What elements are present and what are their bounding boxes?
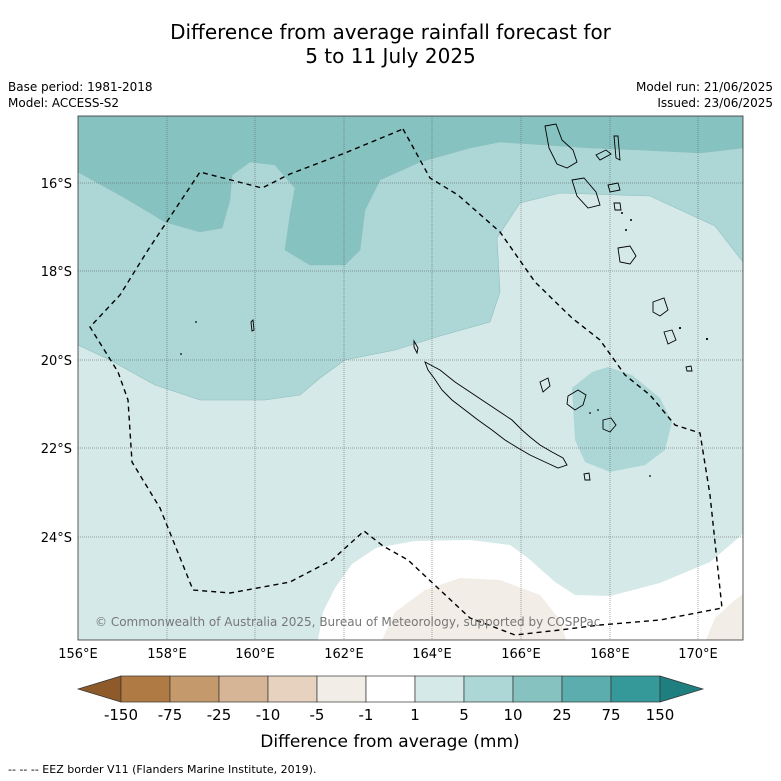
aneityum — [685, 365, 693, 372]
latitude-labels: 16°S 18°S 20°S 22°S 24°S — [41, 177, 72, 546]
lon-label: 160°E — [235, 647, 275, 662]
lat-label: 18°S — [41, 265, 72, 280]
colorbar-swatch — [365, 675, 416, 703]
class-minus5-to-minus1-south — [382, 578, 566, 640]
gridlines — [78, 116, 743, 640]
lat-label: 22°S — [41, 442, 72, 457]
chesterfield-islet — [250, 319, 255, 332]
santo — [544, 123, 578, 169]
isle-of-pines — [583, 472, 591, 481]
erromango — [652, 297, 669, 317]
colorbar-swatch — [610, 675, 661, 703]
efate — [617, 245, 637, 265]
colorbar-swatch — [512, 675, 563, 703]
colorbar-tick-label: 25 — [552, 706, 571, 724]
base-period: Base period: 1981-2018 — [8, 80, 153, 94]
malekula — [571, 177, 601, 209]
tanna — [663, 329, 677, 345]
colorbar-tick-label: 5 — [459, 706, 469, 724]
colorbar-tick-label: -5 — [310, 706, 325, 724]
eez-legend-note: -- -- -- EEZ border V11 (Flanders Marine… — [8, 763, 317, 776]
model-name: Model: ACCESS-S2 — [8, 96, 120, 110]
lat-label: 20°S — [41, 354, 72, 369]
colorbar-swatch — [218, 675, 269, 703]
maewo-pentecost — [613, 135, 621, 161]
map-frame — [77, 115, 744, 641]
contour-lines — [78, 141, 743, 401]
lon-label: 170°E — [678, 647, 718, 662]
title-line-1: Difference from average rainfall forecas… — [170, 20, 611, 44]
colorbar-extend-high — [659, 675, 705, 703]
model-run: Model run: 21/06/2025 — [635, 80, 773, 94]
colorbar-swatch — [561, 675, 612, 703]
colorbar-swatch — [120, 675, 171, 703]
colorbar-swatch — [414, 675, 465, 703]
lon-label: 168°E — [590, 647, 630, 662]
colorbar-swatch — [316, 675, 367, 703]
colorbar-tick-label: 10 — [503, 706, 522, 724]
lat-label: 24°S — [41, 531, 72, 546]
colorbar-swatch — [463, 675, 514, 703]
issued-date: Issued: 23/06/2025 — [657, 96, 773, 110]
colorbar — [76, 675, 705, 703]
lon-label: 158°E — [147, 647, 187, 662]
ambae — [595, 149, 612, 161]
belep-islands — [413, 339, 419, 355]
colorbar-extend-low — [76, 675, 122, 703]
colorbar-title: Difference from average (mm) — [260, 732, 519, 752]
colorbar-tick-label: 75 — [601, 706, 620, 724]
copyright-notice: © Commonwealth of Australia 2025, Bureau… — [95, 615, 600, 629]
new-caledonia — [424, 361, 568, 469]
lat-label: 16°S — [41, 177, 72, 192]
lon-label: 166°E — [501, 647, 541, 662]
colorbar-tick-label: 150 — [646, 706, 675, 724]
lon-label: 162°E — [324, 647, 364, 662]
epi — [613, 202, 622, 211]
eez-border — [89, 128, 723, 636]
colorbar-swatch — [267, 675, 318, 703]
colorbar-tick-labels: -150 -75 -25 -10 -5 -1 1 5 10 25 75 150 — [104, 706, 674, 724]
mare — [602, 417, 617, 433]
colorbar-tick-label: -25 — [207, 706, 232, 724]
colorbar-tick-label: 1 — [410, 706, 420, 724]
rainfall-field — [78, 116, 743, 640]
class-minus5-to-minus1-southeast — [706, 594, 743, 640]
colorbar-swatch — [169, 675, 220, 703]
longitude-labels: 156°E 158°E 160°E 162°E 164°E 166°E 168°… — [58, 647, 718, 662]
colorbar-tick-label: -1 — [359, 706, 374, 724]
lon-label: 156°E — [58, 647, 98, 662]
colorbar-tick-label: -150 — [104, 706, 138, 724]
lifou — [566, 389, 587, 411]
lon-label: 164°E — [412, 647, 452, 662]
coastlines — [250, 123, 693, 481]
class-10-to-25-north — [78, 116, 743, 265]
colorbar-tick-label: -10 — [256, 706, 281, 724]
title-line-2: 5 to 11 July 2025 — [305, 44, 476, 68]
class-5-to-10 — [78, 116, 743, 400]
small-islets — [180, 212, 709, 477]
colorbar-tick-label: -75 — [158, 706, 183, 724]
ambrym — [607, 182, 621, 193]
ouvea — [539, 377, 551, 393]
